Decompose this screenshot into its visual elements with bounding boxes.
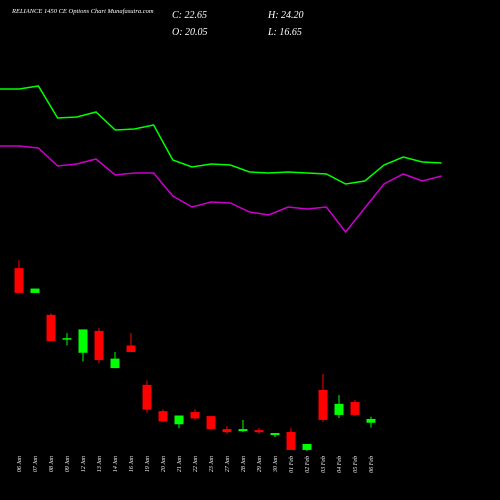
x-tick-label: 12 Jan	[81, 456, 87, 472]
x-tick-label: 20 Jan	[161, 456, 167, 472]
x-tick-label: 06 Jan	[17, 456, 23, 472]
x-tick-label: 16 Jan	[129, 456, 135, 472]
candle-body	[366, 418, 376, 423]
candle-body	[142, 384, 152, 410]
candle-body	[222, 429, 232, 433]
chart-title: RELIANCE 1450 CE Options Chart Munafasut…	[11, 8, 154, 15]
x-tick-label: 02 Feb	[305, 456, 311, 473]
x-tick-label: 01 Feb	[289, 456, 295, 473]
candle-body	[334, 403, 344, 415]
x-tick-label: 21 Jan	[177, 456, 183, 472]
x-tick-label: 13 Jan	[97, 456, 103, 472]
indicator-line	[0, 85, 442, 185]
x-tick-label: 22 Jan	[193, 456, 199, 472]
candle-body	[78, 329, 88, 353]
x-tick-label: 29 Jan	[257, 456, 263, 472]
x-tick-label: 09 Jan	[65, 456, 71, 472]
open-label: O: 20.05	[172, 27, 208, 38]
candle-body	[126, 345, 136, 353]
candle-body	[62, 338, 72, 340]
x-tick-label: 04 Feb	[336, 456, 343, 473]
x-tick-label: 07 Jan	[33, 456, 39, 472]
x-tick-label: 03 Feb	[321, 456, 327, 473]
candle-body	[46, 314, 56, 342]
candle-body	[158, 411, 168, 422]
x-tick-label: 23 Jan	[209, 456, 215, 472]
candle-body	[110, 358, 120, 369]
x-tick-label: 14 Jan	[112, 456, 119, 472]
x-tick-label: 05 Feb	[353, 456, 359, 473]
candle-body	[190, 412, 200, 419]
close-label: C: 22.65	[172, 10, 207, 21]
x-tick-label: 28 Jan	[241, 456, 247, 472]
x-tick-label: 08 Jan	[49, 456, 55, 472]
candle-body	[238, 429, 248, 432]
candle-body	[302, 443, 312, 450]
candle-body	[254, 430, 264, 433]
candle-body	[350, 401, 360, 415]
candle-body	[318, 389, 328, 420]
x-tick-label: 06 Feb	[369, 456, 375, 473]
high-label: H: 24.20	[267, 10, 304, 21]
candle-body	[206, 416, 216, 430]
candle-body	[174, 415, 184, 425]
candle-body	[270, 433, 280, 436]
x-tick-label: 30 Jan	[273, 456, 279, 473]
candle-body	[30, 288, 40, 293]
candle-body	[14, 268, 24, 293]
low-label: L: 16.65	[267, 27, 302, 38]
indicator-line	[0, 145, 442, 234]
x-tick-label: 27 Jan	[225, 456, 231, 472]
candle-body	[286, 432, 296, 450]
x-tick-label: 19 Jan	[145, 456, 151, 472]
candle-body	[94, 330, 104, 361]
